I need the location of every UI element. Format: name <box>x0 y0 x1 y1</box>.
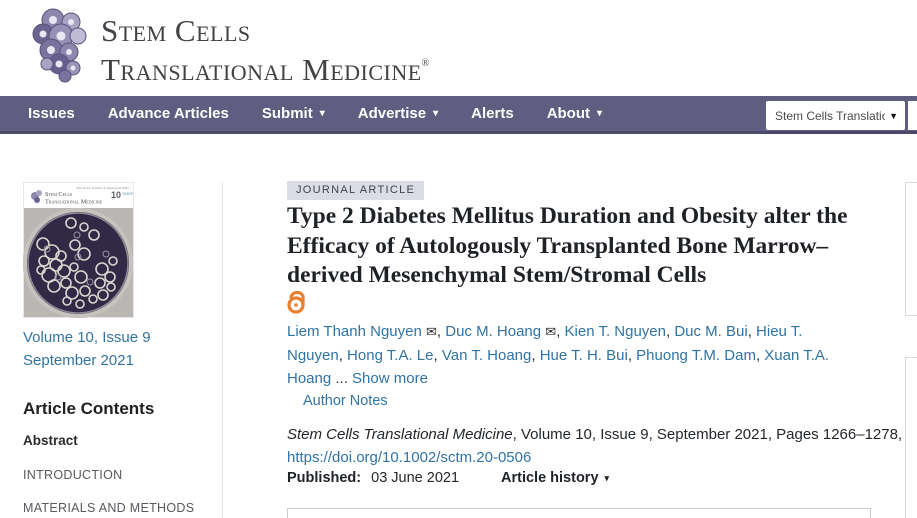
journal-select-dropdown[interactable]: Stem Cells Translational M ▼ <box>766 101 905 130</box>
citation-line: Stem Cells Translational Medicine, Volum… <box>287 426 902 443</box>
toc-item-introduction[interactable]: INTRODUCTION <box>23 468 123 482</box>
author-separator: , <box>755 346 765 364</box>
issue-link-volume[interactable]: Volume 10, Issue 9 <box>23 329 151 346</box>
nav-item-label: Advance Articles <box>107 105 229 122</box>
author-list: Liem Thanh Nguyen ✉, Duc M. Hoang ✉, Kie… <box>287 320 839 391</box>
author-link[interactable]: Hong T.A. Le <box>347 346 434 364</box>
issue-links: Volume 10, Issue 9 September 2021 <box>23 326 151 372</box>
toc-item-materials-and-methods[interactable]: MATERIALS AND METHODS <box>23 501 195 515</box>
cover-years-word: YEARS <box>122 192 133 196</box>
envelope-icon[interactable]: ✉ <box>545 324 557 339</box>
journal-logo[interactable]: Stem Cells Translational Medicine® <box>23 6 429 86</box>
author-separator: , <box>338 346 348 364</box>
nav-item-label: About <box>546 105 591 122</box>
sidebar-divider <box>222 182 223 518</box>
nav-item-advance-articles[interactable]: Advance Articles <box>108 105 229 122</box>
citation-details: , Volume 10, Issue 9, September 2021, Pa… <box>512 426 903 443</box>
chevron-down-icon: ▾ <box>319 107 325 119</box>
cover-issue-note: Volume 10, Number 9, September 2021 <box>76 186 129 190</box>
nav-item-label: Issues <box>28 105 75 122</box>
nav-item-label: Submit <box>261 105 313 122</box>
trademark-symbol: ® <box>421 58 430 69</box>
authors-ellipsis: ... <box>331 370 353 387</box>
cover-logo-line1: Stem Cells <box>45 191 72 198</box>
abstract-box-edge <box>287 508 871 518</box>
published-label: Published: <box>287 470 362 486</box>
author-link[interactable]: Duc M. Bui <box>674 323 748 340</box>
article-title: Type 2 Diabetes Mellitus Duration and Ob… <box>287 203 848 288</box>
author-link[interactable]: Hue T. H. Bui <box>539 346 628 364</box>
nav-item-label: Advertise <box>357 105 427 122</box>
author-separator: , <box>747 323 757 340</box>
envelope-icon[interactable]: ✉ <box>425 324 437 339</box>
author-link[interactable]: Phuong T.M. Dam <box>636 346 756 364</box>
author-link[interactable]: Kien T. Nguyen <box>564 323 666 340</box>
doi-link[interactable]: https://doi.org/10.1002/sctm.20-0506 <box>287 449 532 466</box>
search-input-edge[interactable] <box>908 101 917 130</box>
toc-item-abstract[interactable]: Abstract <box>23 433 78 448</box>
author-link[interactable]: Van T. Hoang <box>441 346 532 364</box>
author-separator: , <box>666 323 675 340</box>
nav-item-alerts[interactable]: Alerts <box>471 105 514 122</box>
citation-journal-name: Stem Cells Translational Medicine <box>287 426 513 443</box>
brand-line1: Stem Cells <box>101 13 251 48</box>
main-navigation: Issues Advance Articles Submit ▾ Advertis… <box>0 96 917 134</box>
stem-cells-logo-icon <box>32 8 87 83</box>
author-separator: , <box>627 346 637 364</box>
brand-line2: Translational Medicine <box>101 52 422 87</box>
published-date: 03 June 2021 <box>371 470 460 486</box>
author-separator: , <box>436 323 446 340</box>
cover-logo-line2: Translational Medicine <box>45 199 103 206</box>
author-separator: , <box>433 346 442 364</box>
show-more-link[interactable]: Show more <box>352 370 428 387</box>
author-link[interactable]: Liem Thanh Nguyen <box>287 323 422 340</box>
nav-item-issues[interactable]: Issues <box>28 105 75 122</box>
author-separator: , <box>556 323 565 340</box>
author-notes-link[interactable]: Author Notes <box>303 393 388 409</box>
author-link[interactable]: Hieu T. Nguyen <box>287 323 803 364</box>
cover-years-number: 10 <box>111 190 121 200</box>
issue-link-month[interactable]: September 2021 <box>23 352 134 369</box>
chevron-down-icon: ▾ <box>604 473 610 483</box>
journal-select-value: Stem Cells Translational M <box>775 108 886 123</box>
table-of-contents: Abstract INTRODUCTION MATERIALS AND METH… <box>23 433 208 518</box>
author-link[interactable]: Xuan T.A. Hoang <box>287 346 830 388</box>
open-access-icon <box>287 291 305 314</box>
nav-item-about[interactable]: About ▾ <box>547 105 602 122</box>
author-separator: , <box>531 346 540 364</box>
publication-row: Published: 03 June 2021 Article history … <box>287 470 609 486</box>
chevron-down-icon: ▾ <box>433 107 439 119</box>
journal-logo-text: Stem Cells Translational Medicine® <box>101 14 429 86</box>
journal-cover-image[interactable]: Volume 10, Number 9, September 2021 Stem… <box>23 182 134 318</box>
article-type-badge: JOURNAL ARTICLE <box>287 181 425 200</box>
dropdown-arrow-icon: ▼ <box>889 110 898 121</box>
right-panel-edge <box>905 182 917 316</box>
right-panel-edge <box>905 357 917 518</box>
nav-item-submit[interactable]: Submit ▾ <box>262 105 325 122</box>
article-contents-title: Article Contents <box>23 399 155 418</box>
nav-item-label: Alerts <box>471 105 514 122</box>
nav-item-advertise[interactable]: Advertise ▾ <box>358 105 438 122</box>
article-history-label: Article history <box>501 470 599 486</box>
author-link[interactable]: Duc M. Hoang <box>445 323 542 340</box>
article-history-toggle[interactable]: Article history ▾ <box>501 470 609 486</box>
chevron-down-icon: ▾ <box>597 107 603 119</box>
